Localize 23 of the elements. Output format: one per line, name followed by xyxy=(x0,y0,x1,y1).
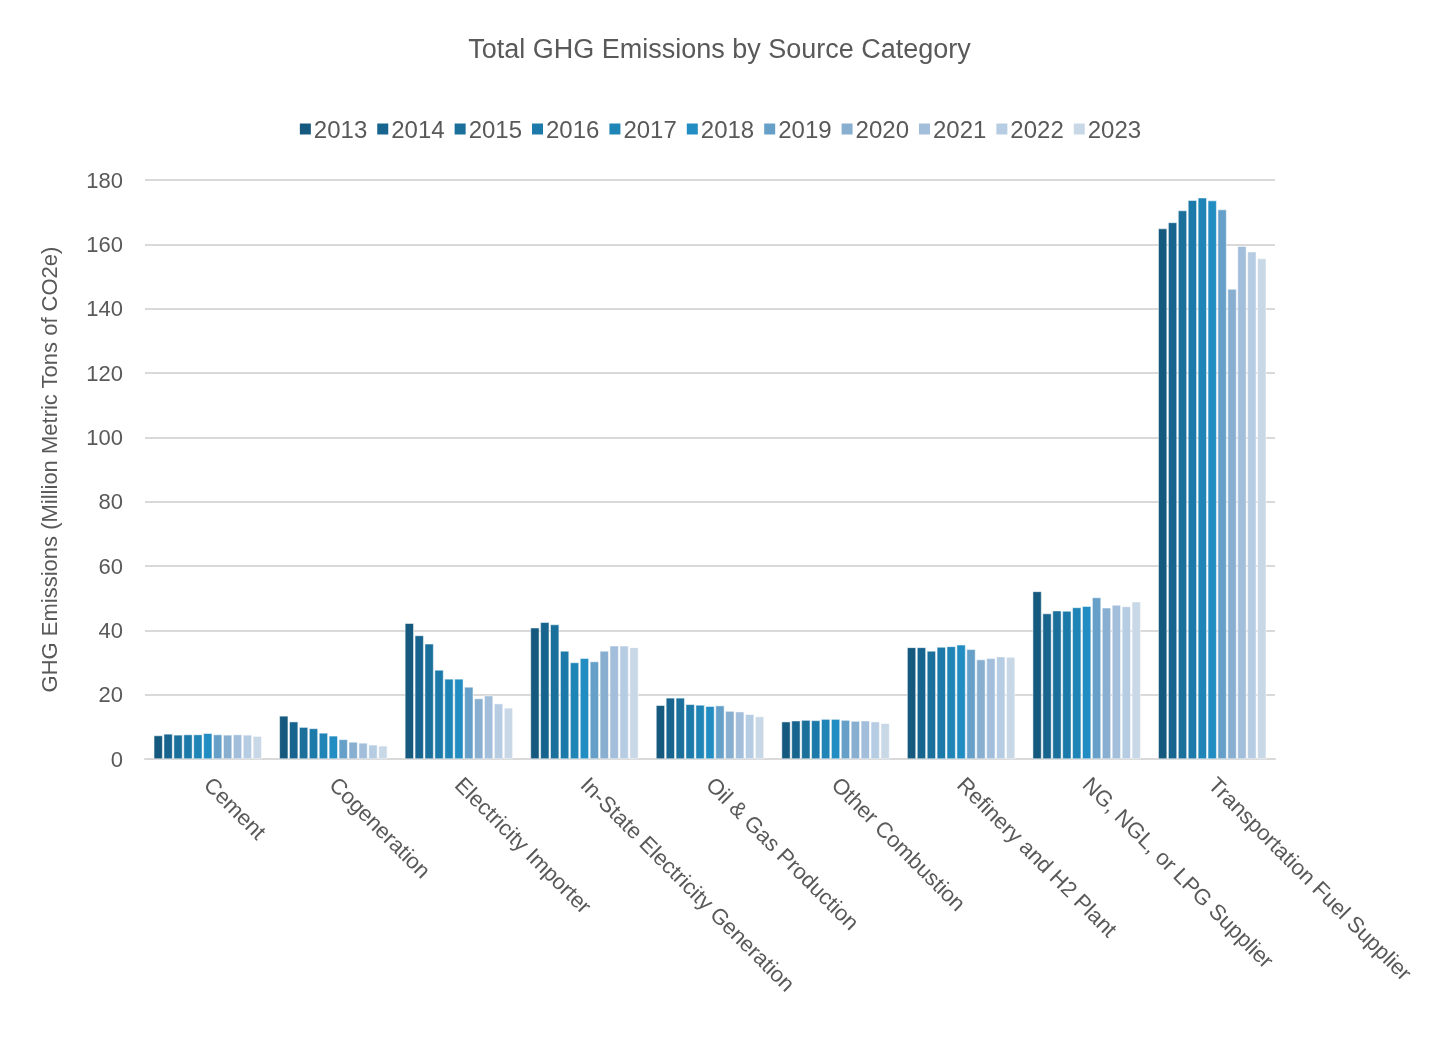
y-tick-label: 40 xyxy=(98,617,123,643)
legend-label: 2013 xyxy=(313,115,368,143)
legend-label: 2020 xyxy=(855,115,909,143)
legend-label: 2022 xyxy=(1010,115,1064,143)
y-tick-label: 80 xyxy=(98,489,123,515)
legend-label: 2014 xyxy=(391,115,445,143)
y-tick-label: 120 xyxy=(86,360,123,386)
y-tick-label: 160 xyxy=(86,231,123,257)
legend-label: 2023 xyxy=(1087,115,1142,143)
legend-label: 2018 xyxy=(700,115,755,143)
legend-label: 2015 xyxy=(468,115,523,143)
y-tick-label: 140 xyxy=(86,296,123,322)
y-tick-label: 180 xyxy=(86,167,123,193)
y-tick-label: 60 xyxy=(98,553,123,579)
legend-label: 2016 xyxy=(546,115,600,143)
y-axis-title: GHG Emissions (Million Metric Tons of CO2e) xyxy=(36,246,62,693)
y-tick-label: 20 xyxy=(98,682,123,708)
legend-label: 2017 xyxy=(623,115,677,143)
y-tick-label: 0 xyxy=(110,746,123,772)
chart-title: Total GHG Emissions by Source Category xyxy=(468,33,972,64)
legend-label: 2021 xyxy=(932,115,987,143)
y-tick-label: 100 xyxy=(86,424,123,450)
legend-label: 2019 xyxy=(778,115,832,143)
